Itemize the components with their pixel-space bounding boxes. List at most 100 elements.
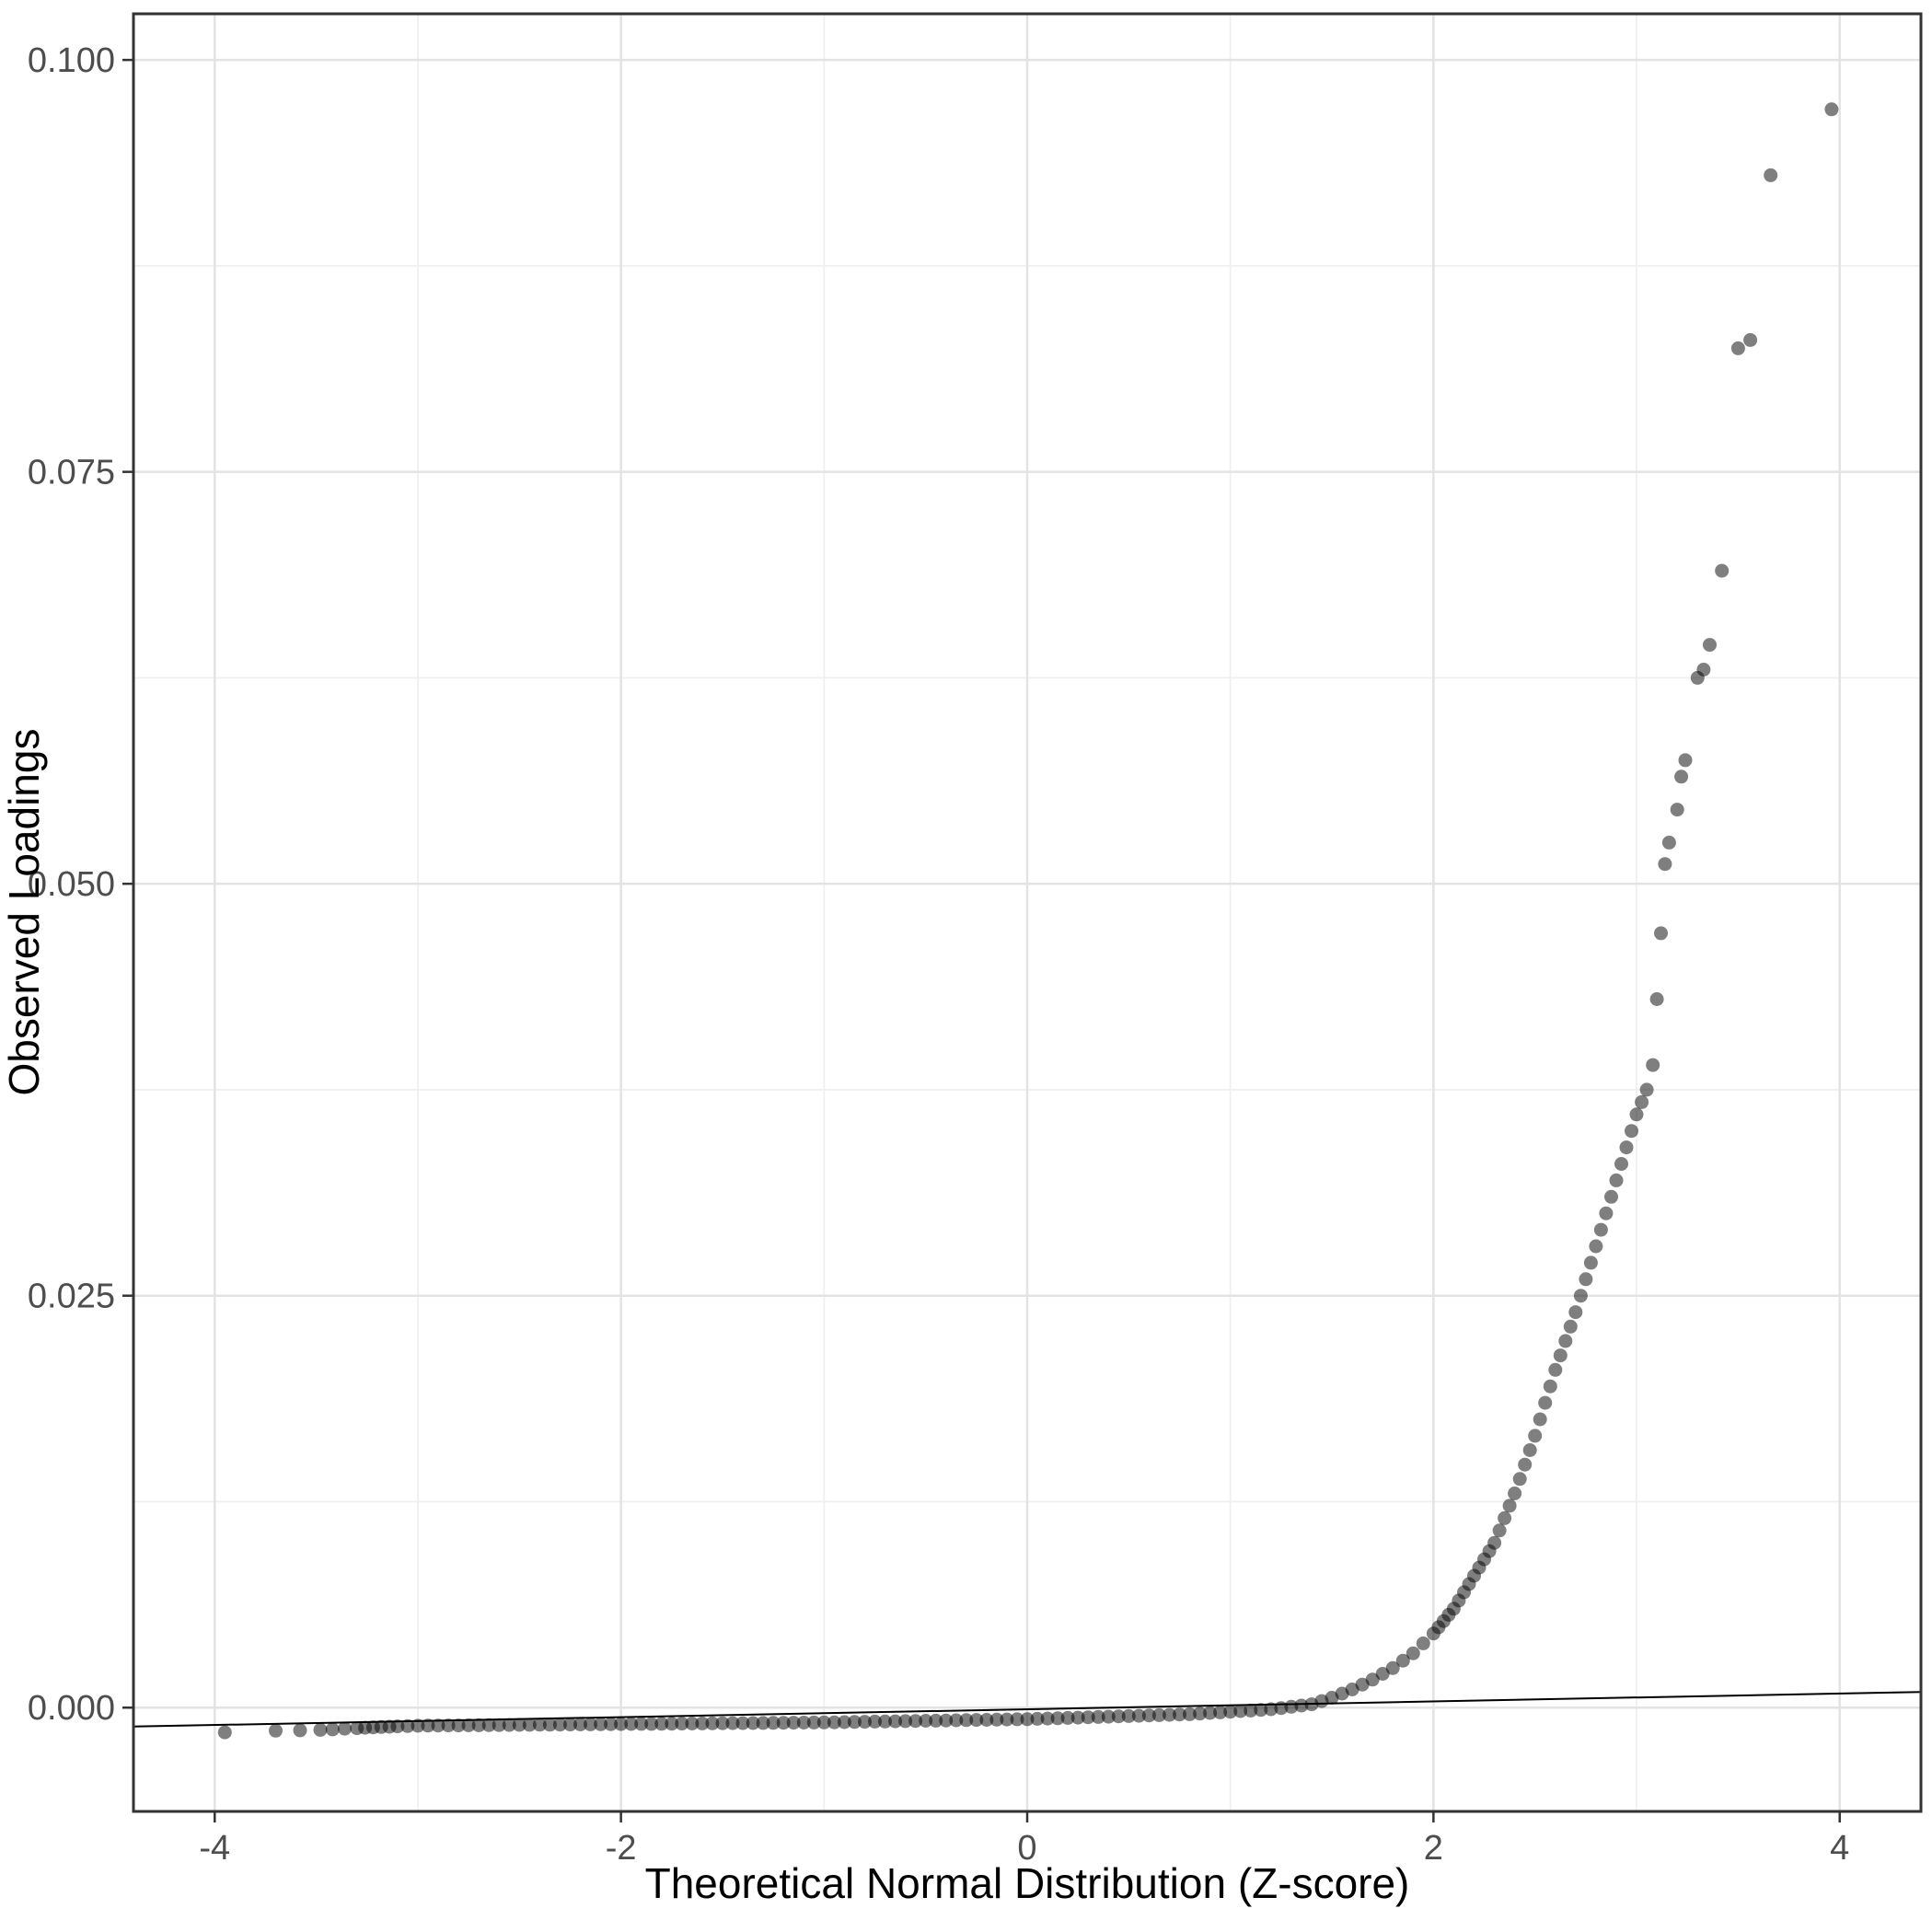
data-point [584, 1717, 597, 1731]
data-point [1658, 857, 1672, 872]
data-point [390, 1719, 405, 1734]
data-point [746, 1716, 760, 1730]
data-point [451, 1718, 466, 1733]
data-point [1824, 102, 1839, 117]
data-point [847, 1715, 862, 1730]
data-point [868, 1714, 882, 1729]
data-point [1365, 1672, 1380, 1687]
data-point [939, 1713, 954, 1728]
data-point [481, 1718, 496, 1732]
data-point [837, 1715, 851, 1730]
data-point [1533, 1412, 1547, 1427]
data-point [492, 1718, 506, 1732]
data-point [1010, 1712, 1024, 1727]
data-point [1730, 341, 1745, 355]
data-point [735, 1716, 750, 1730]
data-point [1743, 332, 1758, 347]
data-point [1599, 1206, 1614, 1221]
data-point [1639, 1082, 1654, 1097]
data-point [1629, 1107, 1644, 1122]
data-point [1538, 1395, 1553, 1410]
data-point [624, 1717, 639, 1731]
plot-panel: -4 -2 0 2 4 0.000 0.025 0.050 0.075 0.100 [28, 12, 1923, 1868]
data-point [502, 1718, 516, 1732]
data-point [1498, 1510, 1512, 1525]
data-point [1715, 563, 1730, 578]
data-point [1553, 1348, 1568, 1363]
data-point [522, 1718, 537, 1732]
data-point [675, 1717, 689, 1731]
data-point [1406, 1646, 1420, 1660]
y-tick-label: 0.050 [28, 865, 115, 904]
data-point [634, 1717, 649, 1731]
data-point [1264, 1702, 1278, 1717]
data-point [1000, 1712, 1014, 1727]
data-point [1416, 1636, 1430, 1650]
data-point [471, 1718, 486, 1732]
data-point [1522, 1443, 1537, 1457]
data-point [654, 1717, 669, 1731]
data-point [1274, 1701, 1289, 1716]
data-point [1375, 1667, 1390, 1681]
data-point [1670, 803, 1684, 817]
data-point [532, 1718, 547, 1732]
y-tick-label: 0.075 [28, 454, 115, 492]
data-point [441, 1718, 456, 1733]
data-point [400, 1718, 415, 1733]
data-point [908, 1714, 923, 1729]
x-tick-label: -4 [199, 1829, 230, 1868]
data-point [563, 1718, 577, 1732]
data-point [1355, 1677, 1370, 1692]
y-tick-label: 0.025 [28, 1278, 115, 1316]
data-point [1030, 1711, 1045, 1726]
data-point [1385, 1660, 1400, 1675]
data-point [573, 1718, 587, 1731]
data-point [1040, 1711, 1055, 1726]
data-point [1050, 1711, 1065, 1726]
y-tick-label: 0.000 [28, 1689, 115, 1728]
data-point [1573, 1289, 1588, 1303]
data-point [217, 1725, 232, 1740]
data-point [461, 1718, 476, 1732]
data-point [898, 1714, 913, 1729]
data-point [1131, 1708, 1146, 1723]
data-point [1528, 1429, 1543, 1443]
data-point [1091, 1709, 1105, 1724]
data-point [1649, 992, 1664, 1006]
data-point [919, 1714, 933, 1728]
data-point [1101, 1709, 1116, 1724]
data-point [1284, 1699, 1299, 1714]
data-point [604, 1717, 619, 1731]
data-point [1020, 1712, 1035, 1727]
data-point [1548, 1362, 1563, 1377]
data-point [1635, 1094, 1649, 1109]
data-point [756, 1716, 770, 1730]
data-point [979, 1713, 994, 1727]
data-point [949, 1713, 964, 1728]
data-point [1674, 769, 1689, 784]
data-point [1163, 1707, 1176, 1722]
data-point [1111, 1709, 1126, 1724]
data-point [725, 1716, 740, 1730]
data-point [806, 1715, 821, 1730]
data-point [827, 1715, 841, 1730]
data-point [1183, 1706, 1197, 1721]
data-point [1193, 1706, 1208, 1721]
data-point [766, 1716, 781, 1730]
data-point [1604, 1189, 1618, 1204]
data-point [1203, 1706, 1218, 1720]
data-point [1543, 1379, 1557, 1394]
data-point [715, 1716, 730, 1730]
data-point [325, 1722, 340, 1737]
data-point [293, 1723, 307, 1738]
data-point [644, 1717, 659, 1731]
data-point [969, 1713, 984, 1728]
data-point [1764, 168, 1778, 182]
data-point [1614, 1157, 1628, 1171]
data-point [1070, 1710, 1085, 1725]
x-tick-label: 2 [1424, 1829, 1443, 1868]
data-point [989, 1712, 1004, 1727]
data-point [512, 1718, 526, 1732]
y-axis-title: Observed Loadings [0, 729, 48, 1096]
